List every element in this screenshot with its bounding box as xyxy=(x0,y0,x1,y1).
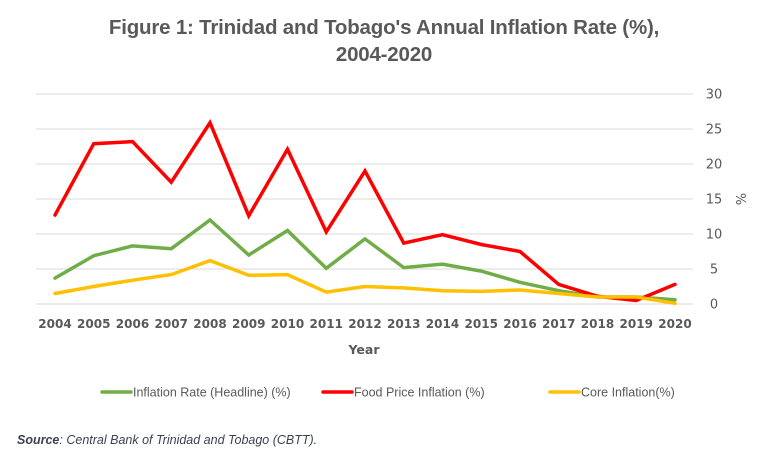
x-tick-label: 2012 xyxy=(348,317,381,331)
series-line-1 xyxy=(53,217,677,302)
series-line-3 xyxy=(53,258,677,306)
x-tick-label: 2014 xyxy=(426,317,459,331)
gridlines xyxy=(36,93,693,305)
legend-label: Inflation Rate (Headline) (%) xyxy=(133,386,291,400)
series-line-2 xyxy=(53,118,677,303)
legend-label: Core Inflation(%) xyxy=(581,386,675,400)
x-tick-label: 2013 xyxy=(387,317,420,331)
chart-title-line-2: 2004-2020 xyxy=(335,43,433,66)
source-text: : Central Bank of Trinidad and Tobago (C… xyxy=(59,433,318,447)
x-tick-label: 2008 xyxy=(193,317,226,331)
x-axis-label: Year xyxy=(348,342,381,357)
x-tick-label: 2005 xyxy=(77,317,110,331)
x-tick-label: 2019 xyxy=(620,317,653,331)
x-axis-ticks: 2004 2005 2006 2007 2008 2009 2010 2011 2012 2013… xyxy=(38,317,691,331)
y-axis-label: % xyxy=(732,193,747,205)
source-note: Source: Central Bank of Trinidad and Tob… xyxy=(17,433,317,447)
y-tick-label: 30 xyxy=(706,88,723,103)
x-tick-label: 2009 xyxy=(232,317,265,331)
y-tick-label: 10 xyxy=(706,228,723,243)
y-tick-label: 15 xyxy=(706,193,723,208)
source-label: Source xyxy=(17,433,60,447)
x-tick-label: 2016 xyxy=(503,317,536,331)
y-tick-label: 5 xyxy=(710,263,718,278)
legend-label: Food Price Inflation (%) xyxy=(354,386,485,400)
x-tick-label: 2020 xyxy=(658,317,691,331)
x-tick-label: 2004 xyxy=(38,317,71,331)
x-tick-label: 2007 xyxy=(155,317,188,331)
x-tick-label: 2011 xyxy=(310,317,343,331)
x-tick-label: 2018 xyxy=(581,317,614,331)
x-tick-label: 2015 xyxy=(465,317,498,331)
chart-title: Figure 1: Trinidad and Tobago's Annual I… xyxy=(0,14,768,68)
y-tick-label: 20 xyxy=(706,158,723,173)
y-tick-label: 0 xyxy=(710,298,718,313)
legend: Inflation Rate (Headline) (%) Food Price … xyxy=(100,386,675,400)
y-axis-ticks: 0 5 10 15 20 25 30 xyxy=(706,88,723,313)
x-tick-label: 2017 xyxy=(542,317,575,331)
chart-title-line-1: Figure 1: Trinidad and Tobago's Annual I… xyxy=(108,16,660,39)
y-tick-label: 25 xyxy=(706,123,723,138)
x-tick-label: 2010 xyxy=(271,317,304,331)
series-lines xyxy=(53,118,677,306)
x-tick-label: 2006 xyxy=(116,317,149,331)
